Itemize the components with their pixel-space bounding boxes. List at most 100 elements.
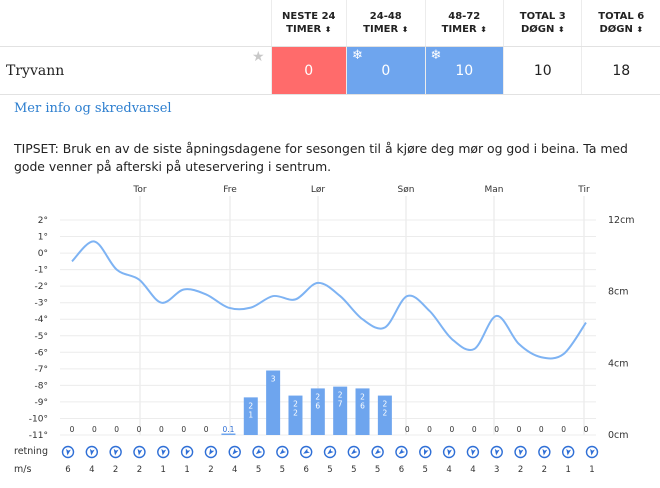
snow-bar-label: 2 (315, 392, 320, 401)
total6-value: 18 (612, 62, 631, 79)
resort-name-cell[interactable]: Tryvann ★ (0, 46, 271, 95)
snow-forecast-table: NESTE 24 TIMER ⬍ 24-48 TIMER ⬍ 48-72 TIM… (0, 0, 660, 95)
wind-direction-icon (85, 445, 99, 459)
resort-name: Tryvann (6, 62, 65, 79)
wind-speed-label: m/s (14, 464, 31, 475)
temp-axis-label: -11° (29, 431, 48, 441)
day-label: Tor (132, 185, 146, 195)
table-row: Tryvann ★ 0 ❄ 0 ❄ 10 10 18 (0, 46, 660, 95)
snow-bar (243, 397, 258, 435)
wind-speed-value: 1 (161, 465, 166, 475)
temp-axis-label: -2° (35, 282, 48, 292)
forecast-chart: Tor Fre Lør Søn Man Tir 2° 1° 0° -1° -2° -3° -4° -5° -… (14, 185, 635, 475)
favorite-star-icon[interactable]: ★ (251, 49, 265, 65)
header-24-48-line2: TIMER (363, 24, 399, 35)
temp-axis-label: -7° (35, 365, 48, 375)
temp-axis-label: -9° (35, 398, 48, 408)
header-next24-line2: TIMER (286, 24, 322, 35)
wind-direction-icon (252, 445, 265, 459)
sort-icon: ⬍ (636, 25, 644, 34)
snow-bar-label: 0.1 (222, 425, 234, 434)
snow-bar-label: 2 (382, 409, 387, 418)
next24-cell: 0 (270, 46, 347, 95)
sort-24-48-header[interactable]: 24-48 TIMER ⬍ (346, 0, 426, 47)
header-total3-line1: TOTAL 3 (519, 11, 566, 22)
snow-bar (266, 370, 281, 435)
wind-direction-icon (371, 445, 384, 459)
header-48-72-line1: 48-72 (448, 11, 481, 22)
sort-icon: ⬍ (324, 25, 332, 34)
snow-bar-label: 0 (159, 425, 164, 434)
snow-bar-label: 2 (248, 401, 253, 410)
wind-direction-icon (228, 445, 241, 459)
snow-bar-label: 3 (271, 375, 276, 384)
temp-axis-label: 2° (38, 216, 48, 226)
wind-direction-icon (204, 445, 218, 459)
header-48-72-line2: TIMER (441, 24, 477, 35)
snowflake-icon: ❄ (430, 48, 442, 63)
wind-direction-icon (419, 445, 432, 459)
snow-bar (221, 433, 236, 435)
snow-bar-label: 0 (405, 425, 410, 434)
wind-speed-value: 1 (565, 465, 570, 475)
wind-direction-icon (395, 445, 408, 459)
wind-direction-icon (180, 445, 194, 459)
snow-bar-label: 0 (539, 425, 544, 434)
snow-bar-label: 0 (472, 425, 477, 434)
total3-value: 10 (533, 62, 552, 79)
wind-speed-value: 4 (470, 465, 475, 475)
temp-axis-label: -6° (35, 348, 48, 358)
wind-direction-icon (276, 445, 289, 459)
wind-direction-icon (561, 445, 575, 459)
wind-speed-value: 5 (375, 465, 380, 475)
h24-48-value: 0 (381, 62, 391, 79)
temp-axis-label: -3° (35, 299, 48, 309)
snow-bar-label: 2 (382, 400, 387, 409)
snow-bar-label: 2 (293, 400, 298, 409)
h48-72-cell: ❄ 10 (424, 46, 504, 95)
sort-total3-header[interactable]: TOTAL 3 DØGN ⬍ (502, 0, 582, 47)
wind-speed-value: 2 (208, 465, 213, 475)
h24-48-cell: ❄ 0 (346, 46, 426, 95)
snow-bar-label: 0 (584, 425, 589, 434)
sort-next24-header[interactable]: NESTE 24 TIMER ⬍ (270, 0, 347, 47)
snow-bar-label: 0 (137, 425, 142, 434)
snow-bar (377, 395, 392, 435)
snow-bar-label: 0 (427, 425, 432, 434)
snow-bar (310, 388, 325, 435)
wind-speed-value: 5 (280, 465, 285, 475)
snow-axis-label: 4cm (608, 358, 629, 369)
snow-axis-label: 8cm (608, 287, 629, 298)
total6-cell: 18 (581, 46, 660, 95)
wind-direction-icon (466, 445, 480, 459)
wind-speed-value: 4 (232, 465, 237, 475)
snow-bar-label: 2 (360, 392, 365, 401)
header-total6-line2: DØGN (599, 24, 633, 35)
temp-axis-label: -8° (35, 381, 48, 391)
snow-bar-label: 0 (181, 425, 186, 434)
day-label: Tir (577, 185, 590, 195)
snowflake-icon: ❄ (352, 48, 363, 63)
wind-speed-value: 2 (137, 465, 142, 475)
wind-direction-icon (133, 445, 146, 459)
wind-speed-value: 4 (446, 465, 451, 475)
temp-axis-label: 1° (38, 233, 48, 243)
snow-bar-label: 0 (494, 425, 499, 434)
wind-direction-icon (514, 445, 527, 459)
wind-speed-value: 2 (113, 465, 118, 475)
sort-total6-header[interactable]: TOTAL 6 DØGN ⬍ (581, 0, 660, 47)
wind-direction-icon (109, 445, 122, 459)
snow-bar-label: 0 (114, 425, 119, 434)
snow-bar (288, 395, 303, 435)
wind-speed-value: 6 (65, 465, 70, 475)
snow-bar (333, 386, 348, 435)
wind-speed-value: 5 (327, 465, 332, 475)
wind-speed-value: 5 (256, 465, 261, 475)
sort-icon: ⬍ (480, 25, 487, 34)
more-info-link[interactable]: Mer info og skredvarsel (14, 101, 172, 116)
total3-cell: 10 (502, 46, 582, 95)
sort-48-72-header[interactable]: 48-72 TIMER ⬍ (424, 0, 504, 47)
wind-direction-icon (61, 445, 75, 459)
wind-speed-value: 4 (89, 465, 94, 475)
wind-direction-icon (347, 445, 361, 459)
